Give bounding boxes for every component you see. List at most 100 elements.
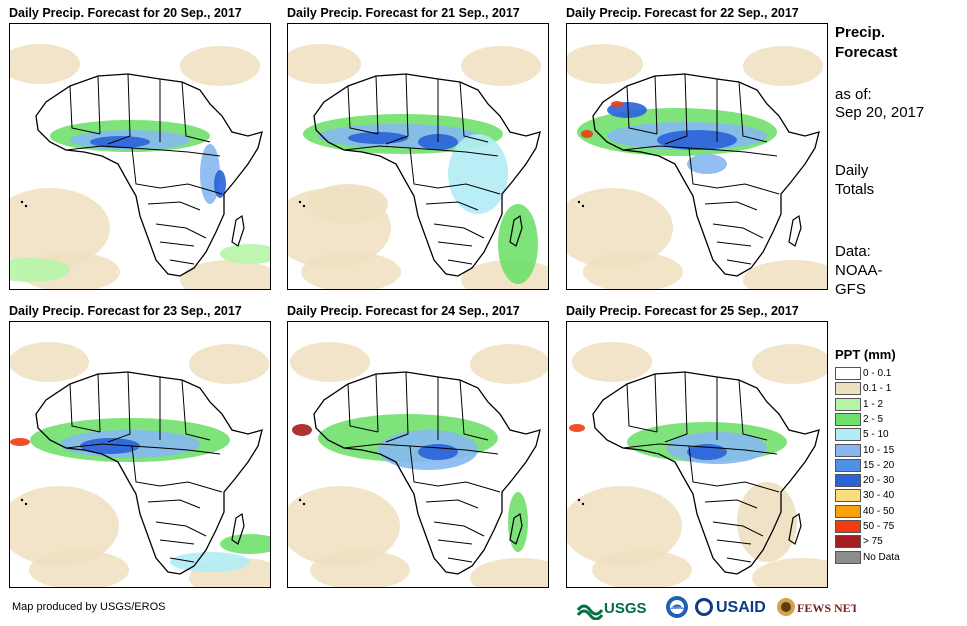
- light-rain-area: [470, 344, 548, 384]
- asof-date: Sep 20, 2017: [835, 104, 925, 121]
- precip-map: [287, 23, 549, 290]
- country-border: [716, 241, 752, 247]
- rain-area: [569, 424, 585, 432]
- country-border: [169, 557, 195, 563]
- country-border: [712, 223, 764, 239]
- light-rain-area: [461, 46, 541, 86]
- island-marker: [20, 200, 24, 204]
- country-border: [97, 373, 101, 433]
- rain-area: [737, 482, 797, 562]
- light-rain-area: [189, 344, 269, 384]
- light-rain-area: [567, 44, 643, 84]
- legend-label: 40 - 50: [863, 505, 895, 517]
- rain-area: [10, 438, 30, 446]
- country-border: [347, 383, 379, 433]
- country-border: [69, 85, 101, 135]
- light-rain-area: [592, 550, 692, 587]
- legend-swatch: [835, 474, 861, 488]
- rain-area: [308, 184, 388, 224]
- precip-map: [566, 23, 828, 290]
- light-rain-area: [180, 46, 260, 86]
- africa-map: [288, 342, 548, 587]
- legend-swatch: [835, 382, 861, 396]
- light-rain-area: [583, 252, 683, 289]
- legend-title: PPT (mm): [835, 347, 896, 362]
- panel-title: Daily Precip. Forecast for 22 Sep., 2017: [566, 6, 799, 20]
- country-border: [447, 259, 473, 265]
- rain-area: [448, 134, 508, 214]
- legend-label: > 75: [863, 536, 883, 548]
- legend-label: 0 - 0.1: [863, 368, 892, 379]
- legend-label: 15 - 20: [863, 459, 895, 471]
- forecast-panel-1: Daily Precip. Forecast for 20 Sep., 2017: [9, 4, 271, 290]
- svg-text:USGS: USGS: [604, 600, 647, 617]
- country-border: [169, 259, 195, 265]
- country-border: [622, 443, 778, 455]
- continent-outline: [592, 73, 820, 277]
- island-marker: [298, 200, 302, 204]
- legend-label: 20 - 30: [863, 475, 895, 487]
- madagascar-outline: [509, 512, 523, 545]
- country-border: [375, 75, 379, 135]
- precip-map: [287, 321, 549, 588]
- country-border: [385, 73, 409, 145]
- precip-map: [566, 321, 828, 588]
- panel-title: Daily Precip. Forecast for 24 Sep., 2017: [287, 304, 520, 318]
- data-line1: Data:: [835, 243, 871, 260]
- precip-map: [9, 321, 271, 588]
- madagascar-outline: [788, 512, 802, 545]
- data-line2: NOAA-: [835, 262, 883, 279]
- country-border: [622, 145, 778, 157]
- country-border: [459, 379, 489, 441]
- forecast-panel-4: Daily Precip. Forecast for 23 Sep., 2017: [9, 302, 271, 588]
- light-rain-area: [10, 342, 89, 382]
- continent-outline: [313, 73, 541, 277]
- island-marker: [298, 498, 302, 502]
- country-border: [347, 85, 379, 135]
- island-marker: [581, 204, 585, 208]
- island-marker: [581, 502, 585, 506]
- rain-area: [508, 492, 528, 552]
- island-marker: [302, 502, 306, 506]
- light-rain-area: [288, 44, 361, 84]
- country-border: [738, 379, 768, 441]
- africa-map: [10, 342, 270, 587]
- light-rain-area: [572, 342, 652, 382]
- country-border: [664, 371, 688, 443]
- country-border: [447, 557, 473, 563]
- rain-area: [170, 552, 250, 572]
- legend-swatch: [835, 489, 861, 503]
- light-rain-area: [10, 44, 80, 84]
- totals-line1: Daily: [835, 162, 869, 179]
- country-border: [343, 145, 499, 157]
- legend-swatch: [835, 428, 861, 442]
- light-rain-area: [290, 342, 370, 382]
- usaid-logo: USAID: [694, 594, 776, 620]
- country-border: [437, 241, 473, 247]
- country-border: [385, 371, 409, 443]
- legend-label: 0.1 - 1: [863, 383, 892, 395]
- rain-area: [687, 154, 727, 174]
- rain-area: [611, 101, 623, 107]
- island-marker: [577, 200, 581, 204]
- continent-outline: [313, 371, 541, 575]
- country-border: [738, 81, 768, 143]
- light-rain-area: [567, 486, 682, 566]
- legend-label: 30 - 40: [863, 490, 895, 502]
- country-border: [726, 557, 752, 563]
- country-border: [181, 379, 211, 441]
- country-border: [437, 539, 473, 545]
- country-border: [65, 443, 221, 455]
- country-border: [433, 223, 485, 239]
- rain-area: [418, 444, 458, 460]
- legend-label: 5 - 10: [863, 429, 889, 441]
- rain-area: [581, 130, 593, 138]
- continent-outline: [35, 371, 263, 575]
- country-border: [704, 499, 758, 509]
- light-rain-area: [10, 486, 119, 566]
- country-border: [147, 499, 201, 509]
- country-border: [654, 373, 658, 433]
- country-border: [107, 73, 131, 145]
- country-border: [409, 147, 501, 195]
- country-border: [704, 201, 758, 211]
